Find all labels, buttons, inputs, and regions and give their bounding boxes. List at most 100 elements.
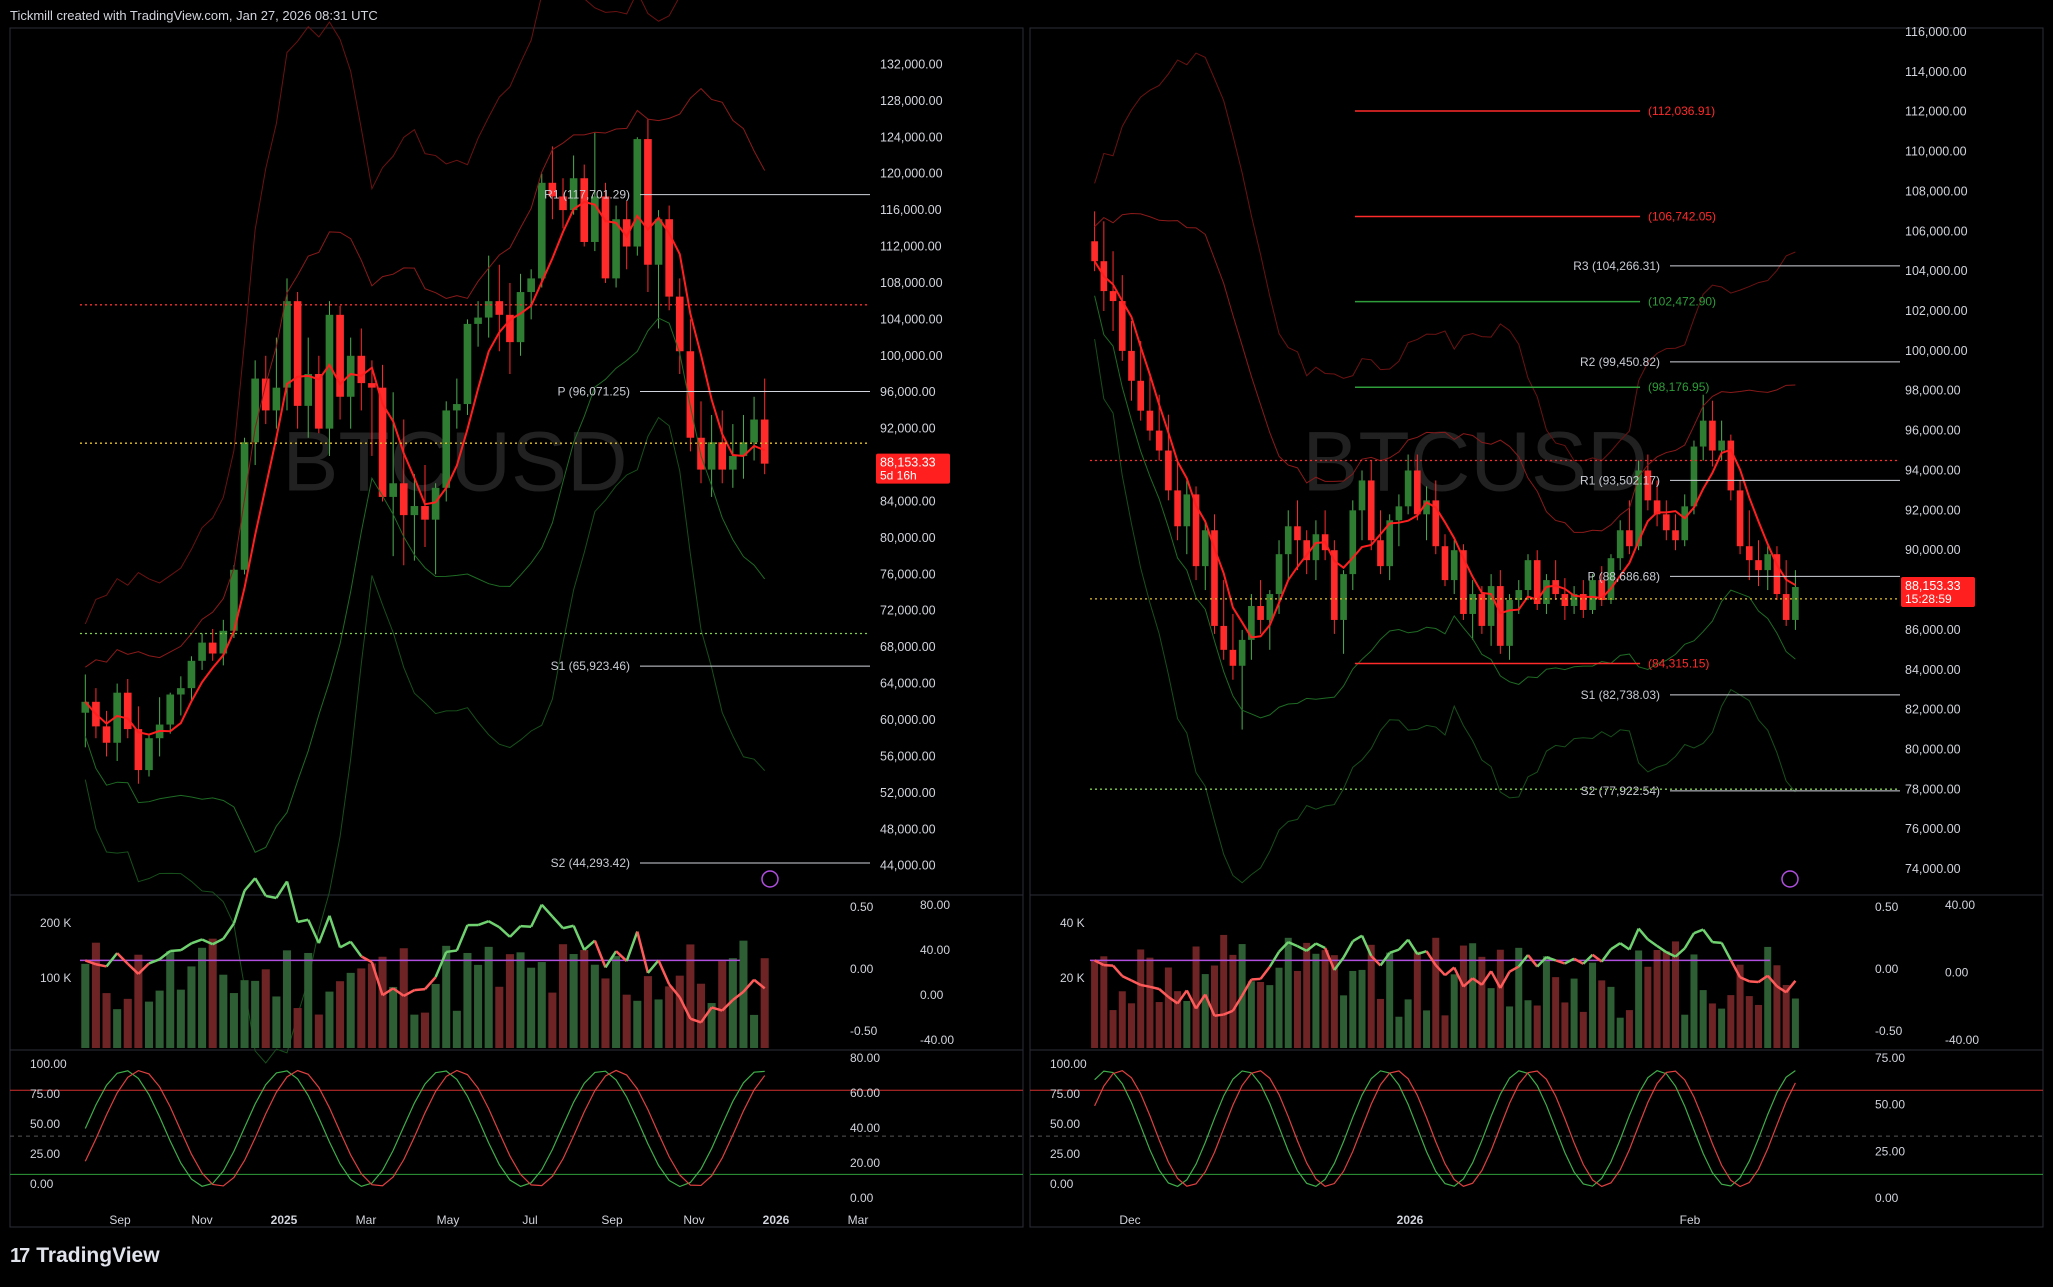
volume-bar <box>1293 970 1301 1048</box>
symbol-watermark: BTCUSD <box>282 415 627 509</box>
volume-bar <box>1404 999 1412 1048</box>
volume-bar <box>208 938 217 1048</box>
volume-bar <box>622 994 631 1048</box>
volume-bar <box>1625 1010 1633 1048</box>
candle-body <box>1727 440 1735 491</box>
volume-bar <box>1487 988 1495 1048</box>
oscillator-line <box>1416 949 1427 956</box>
oscillator-line <box>137 962 150 975</box>
candle-body <box>410 506 419 516</box>
volume-bar <box>1506 1006 1514 1048</box>
candle-body <box>1155 430 1163 451</box>
oscillator-line <box>1647 938 1658 947</box>
price-axis-tick: 80,000.00 <box>880 531 936 545</box>
candle-body <box>240 442 249 570</box>
volume-bar <box>1662 951 1670 1048</box>
price-axis-tick: 72,000.00 <box>880 604 936 618</box>
volume-bar <box>1773 965 1781 1048</box>
oscillator-line <box>1268 951 1281 968</box>
stoch-axis-tick: 100.00 <box>30 1057 67 1071</box>
fib-level-label: (84,315.15) <box>1648 656 1709 670</box>
oscillator-line <box>1130 979 1142 987</box>
oscillator-line <box>1352 934 1363 943</box>
oscillator-line <box>509 925 522 938</box>
oscillator-line <box>370 961 384 996</box>
candle-body <box>1414 470 1421 515</box>
oscillator-line <box>1140 983 1151 989</box>
volume-bar <box>431 983 440 1048</box>
volume-axis-tick: 20 K <box>1060 971 1085 985</box>
candle-body <box>1653 500 1661 515</box>
volume-bar <box>155 990 164 1048</box>
oscillator-outer-tick: 0.00 <box>920 988 944 1002</box>
volume-bar <box>1266 985 1274 1048</box>
oscillator-line <box>1573 957 1584 965</box>
oscillator-line <box>1499 971 1511 989</box>
oscillator-line <box>1241 978 1253 997</box>
volume-bar <box>1579 1011 1587 1048</box>
oscillator-line <box>530 904 543 928</box>
volume-bar <box>1699 990 1707 1048</box>
candle-body <box>1423 500 1430 515</box>
oscillator-line <box>1656 944 1667 954</box>
chart-canvas[interactable]: BTCUSD 132,000.00 128,000.00 124,000.00 120,… <box>0 0 2053 1240</box>
candle-body <box>569 178 578 211</box>
candle-body <box>1248 605 1255 640</box>
oscillator-line <box>1683 932 1696 950</box>
volume-bar <box>1690 954 1698 1048</box>
last-price-badge <box>1901 577 1975 608</box>
oscillator-line <box>604 950 618 969</box>
candle-body <box>368 383 376 388</box>
price-axis-tick: 98,000.00 <box>1905 384 1961 398</box>
oscillator-line <box>297 918 309 924</box>
volume-bar <box>1708 1003 1716 1048</box>
tradingview-brand[interactable]: 17 TradingView <box>10 1244 160 1268</box>
volume-bar <box>537 962 546 1048</box>
volume-bar <box>452 1010 461 1048</box>
last-price-countdown: 15:28:59 <box>1905 592 1952 606</box>
volume-bar <box>474 964 483 1048</box>
time-axis-tick: Mar <box>356 1213 377 1227</box>
volume-bar <box>1782 984 1790 1048</box>
outer-upper-band-line <box>1094 52 1796 462</box>
price-axis-tick: 102,000.00 <box>1905 304 1968 318</box>
oscillator-line <box>1149 985 1160 991</box>
oscillator-line <box>477 920 490 927</box>
volume-bar <box>1330 955 1338 1048</box>
oscillator-line <box>1407 939 1419 955</box>
price-axis-tick: 104,000.00 <box>1905 264 1968 278</box>
oscillator-line <box>232 890 246 924</box>
stoch-d-line <box>84 1069 766 1187</box>
price-axis-tick: 74,000.00 <box>1905 862 1961 876</box>
price-axis-tick: 116,000.00 <box>880 203 942 217</box>
stoch-right-tick: 0.00 <box>1875 1191 1899 1205</box>
candle-body <box>1718 440 1725 451</box>
last-price-value: 88,153.33 <box>1905 579 1961 593</box>
candle-body <box>1201 530 1209 567</box>
oscillator-line <box>414 987 426 992</box>
candle-body <box>495 301 504 315</box>
candle-body <box>1524 560 1532 591</box>
volume-bar <box>1727 995 1735 1048</box>
oscillator-line <box>732 990 745 1001</box>
candle-body <box>474 317 482 324</box>
volume-bar <box>1653 950 1661 1048</box>
tradingview-logo-icon: 17 <box>10 1244 30 1267</box>
volume-bar <box>1672 941 1680 1048</box>
candle-body <box>1137 380 1145 411</box>
price-axis-tick: 92,000.00 <box>1905 503 1961 517</box>
oscillator-line <box>1287 940 1298 948</box>
candle-body <box>1211 530 1218 626</box>
stoch-axis-tick: 100.00 <box>1050 1057 1087 1071</box>
candle-body <box>506 314 514 343</box>
oscillator-line <box>572 925 586 951</box>
candle-body <box>166 694 175 725</box>
alert-lightning-icon <box>761 870 779 888</box>
pivot-label: S2 (44,293.42) <box>551 856 630 870</box>
volume-bar <box>1764 946 1772 1048</box>
oscillator-line <box>1591 953 1603 963</box>
volume-bar <box>1791 998 1799 1048</box>
oscillator-line <box>201 938 214 946</box>
price-axis-tick: 86,000.00 <box>1905 623 1961 637</box>
oscillator-axis-tick: 0.00 <box>1875 962 1899 976</box>
